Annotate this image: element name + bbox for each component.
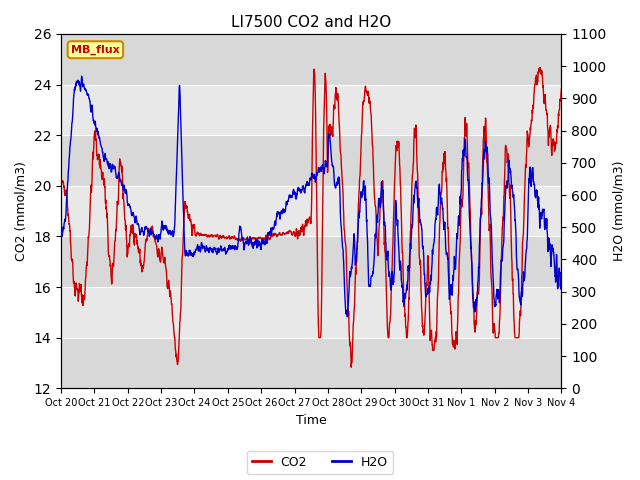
- Bar: [61, 186, 561, 237]
- H2O: [164, 229, 172, 235]
- CO2: [399, 262, 407, 267]
- CO2: [557, 85, 565, 91]
- Bar: [61, 34, 561, 84]
- Line: H2O: H2O: [61, 76, 561, 317]
- CO2: [86, 217, 93, 223]
- H2O: [78, 73, 86, 79]
- Bar: [61, 237, 561, 287]
- CO2: [244, 238, 252, 244]
- CO2: [264, 235, 271, 241]
- CO2: [348, 364, 355, 370]
- H2O: [262, 239, 269, 245]
- Title: LI7500 CO2 and H2O: LI7500 CO2 and H2O: [231, 15, 392, 30]
- H2O: [244, 242, 252, 248]
- Bar: [61, 135, 561, 186]
- Bar: [61, 338, 561, 388]
- Y-axis label: H2O (mmol/m3): H2O (mmol/m3): [612, 161, 625, 262]
- CO2: [536, 64, 544, 70]
- Line: CO2: CO2: [61, 67, 561, 367]
- H2O: [344, 314, 351, 320]
- CO2: [164, 286, 172, 291]
- H2O: [399, 299, 407, 305]
- Bar: [61, 84, 561, 135]
- X-axis label: Time: Time: [296, 414, 326, 427]
- Legend: CO2, H2O: CO2, H2O: [247, 451, 393, 474]
- H2O: [264, 229, 272, 235]
- Bar: [61, 287, 561, 338]
- H2O: [557, 285, 565, 290]
- Text: MB_flux: MB_flux: [71, 45, 120, 55]
- H2O: [57, 218, 65, 224]
- Y-axis label: CO2 (mmol/m3): CO2 (mmol/m3): [15, 161, 28, 261]
- H2O: [86, 98, 94, 104]
- CO2: [57, 181, 65, 187]
- CO2: [261, 235, 269, 240]
